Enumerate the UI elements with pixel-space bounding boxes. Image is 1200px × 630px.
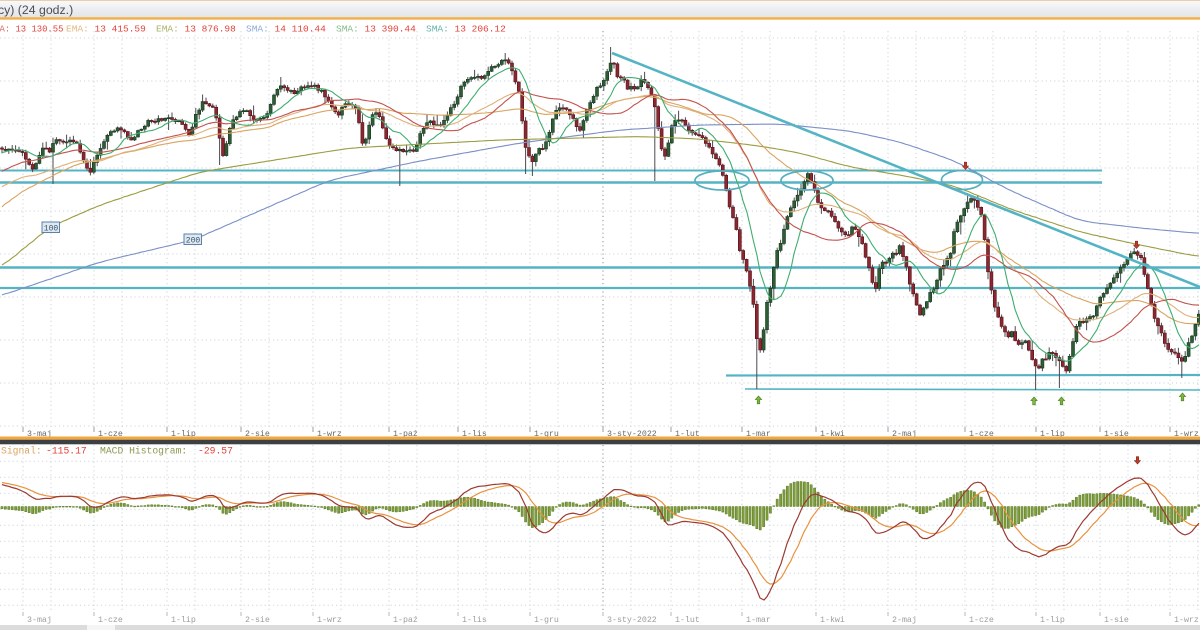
svg-text:1-lut: 1-lut bbox=[675, 615, 700, 625]
svg-text:1-lip: 1-lip bbox=[171, 615, 196, 625]
svg-text:1-lip: 1-lip bbox=[171, 429, 196, 439]
svg-text:3-maj: 3-maj bbox=[27, 429, 52, 439]
svg-text:1-kwi: 1-kwi bbox=[820, 429, 845, 439]
svg-text:1-cze: 1-cze bbox=[98, 616, 123, 625]
svg-text:1-mar: 1-mar bbox=[746, 430, 771, 439]
svg-text:1-lip: 1-lip bbox=[1040, 615, 1065, 625]
svg-text:SMA: 13 206.12: SMA: 13 206.12 bbox=[426, 24, 506, 35]
svg-text:1-wrz: 1-wrz bbox=[317, 616, 342, 625]
svg-text:-29.57: -29.57 bbox=[198, 446, 233, 457]
svg-text:1-lip: 1-lip bbox=[1040, 429, 1065, 439]
svg-text:1-lis: 1-lis bbox=[462, 429, 487, 439]
svg-text:3-maj: 3-maj bbox=[27, 615, 52, 625]
svg-text:A: 13 130.55: A: 13 130.55 bbox=[0, 25, 63, 35]
svg-text:1-paź: 1-paź bbox=[393, 615, 418, 625]
svg-text:2-maj: 2-maj bbox=[892, 429, 917, 439]
svg-text:1-kwi: 1-kwi bbox=[820, 615, 845, 625]
svg-text:SMA: 14 110.44: SMA: 14 110.44 bbox=[246, 24, 326, 35]
svg-text:MACD Histogram:: MACD Histogram: bbox=[100, 446, 187, 457]
svg-text:cy) (24 godz.): cy) (24 godz.) bbox=[0, 3, 73, 17]
svg-text:EMA: 13 415.59: EMA: 13 415.59 bbox=[66, 24, 146, 35]
svg-text:3-sty-2022: 3-sty-2022 bbox=[607, 430, 657, 439]
svg-text:1-mar: 1-mar bbox=[746, 616, 771, 625]
svg-text:1-cze: 1-cze bbox=[969, 430, 994, 439]
svg-text:200: 200 bbox=[186, 236, 201, 245]
svg-text:1-wrz: 1-wrz bbox=[1174, 616, 1199, 625]
svg-text:Signal:: Signal: bbox=[1, 446, 42, 457]
svg-text:SMA: 13 390.44: SMA: 13 390.44 bbox=[336, 24, 416, 35]
svg-text:1-paź: 1-paź bbox=[393, 429, 418, 439]
svg-text:100: 100 bbox=[44, 224, 59, 233]
svg-text:1-gru: 1-gru bbox=[534, 616, 559, 625]
svg-text:1-gru: 1-gru bbox=[534, 430, 559, 439]
svg-text:1-lut: 1-lut bbox=[675, 429, 700, 439]
svg-text:1-wrz: 1-wrz bbox=[317, 430, 342, 439]
svg-text:1-sie: 1-sie bbox=[1104, 429, 1129, 439]
svg-text:2-maj: 2-maj bbox=[892, 615, 917, 625]
svg-text:3-sty-2022: 3-sty-2022 bbox=[607, 616, 657, 625]
svg-text:-115.17: -115.17 bbox=[46, 446, 87, 457]
svg-text:2-sie: 2-sie bbox=[245, 615, 270, 625]
svg-text:EMA: 13 876.98: EMA: 13 876.98 bbox=[156, 24, 236, 35]
svg-text:1-sie: 1-sie bbox=[1104, 615, 1129, 625]
svg-text:1-lis: 1-lis bbox=[462, 615, 487, 625]
svg-text:2-sie: 2-sie bbox=[245, 429, 270, 439]
svg-text:1-cze: 1-cze bbox=[98, 430, 123, 439]
svg-text:1-wrz: 1-wrz bbox=[1174, 430, 1199, 439]
svg-text:1-cze: 1-cze bbox=[969, 616, 994, 625]
